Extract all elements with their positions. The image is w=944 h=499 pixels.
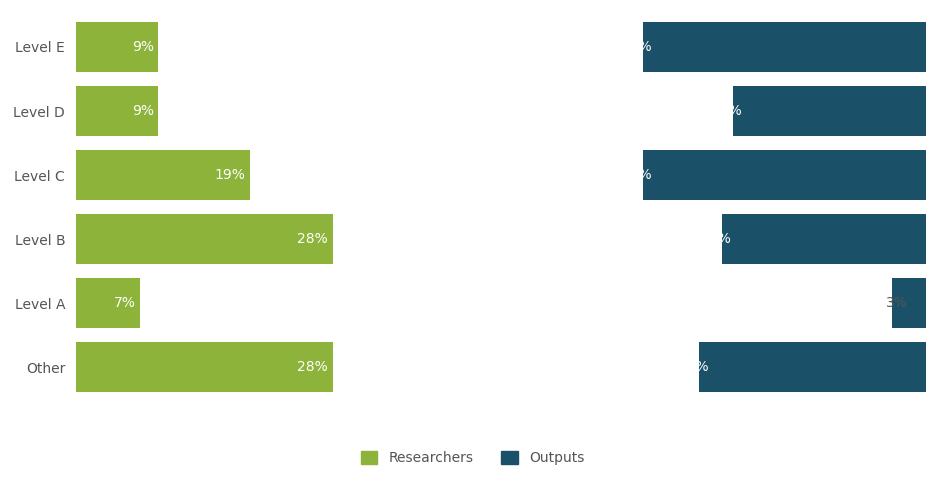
- Text: 25%: 25%: [620, 40, 651, 54]
- Bar: [733, 86, 925, 136]
- Bar: [76, 22, 158, 72]
- Text: 28%: 28%: [297, 232, 328, 246]
- Bar: [891, 278, 925, 328]
- Bar: [699, 342, 925, 392]
- Text: 17%: 17%: [711, 104, 742, 118]
- Bar: [76, 86, 158, 136]
- Text: 18%: 18%: [700, 232, 731, 246]
- Bar: [721, 214, 925, 264]
- Text: 25%: 25%: [620, 168, 651, 182]
- Bar: [76, 278, 140, 328]
- Bar: [76, 214, 332, 264]
- Text: 9%: 9%: [131, 40, 154, 54]
- Bar: [76, 150, 250, 200]
- Bar: [642, 22, 925, 72]
- Bar: [76, 342, 332, 392]
- Text: 7%: 7%: [113, 296, 135, 310]
- Legend: Researchers, Outputs: Researchers, Outputs: [353, 444, 591, 472]
- Bar: [642, 150, 925, 200]
- Text: 3%: 3%: [885, 296, 907, 310]
- Text: 28%: 28%: [297, 360, 328, 374]
- Text: 19%: 19%: [214, 168, 245, 182]
- Text: 9%: 9%: [131, 104, 154, 118]
- Text: 20%: 20%: [677, 360, 708, 374]
